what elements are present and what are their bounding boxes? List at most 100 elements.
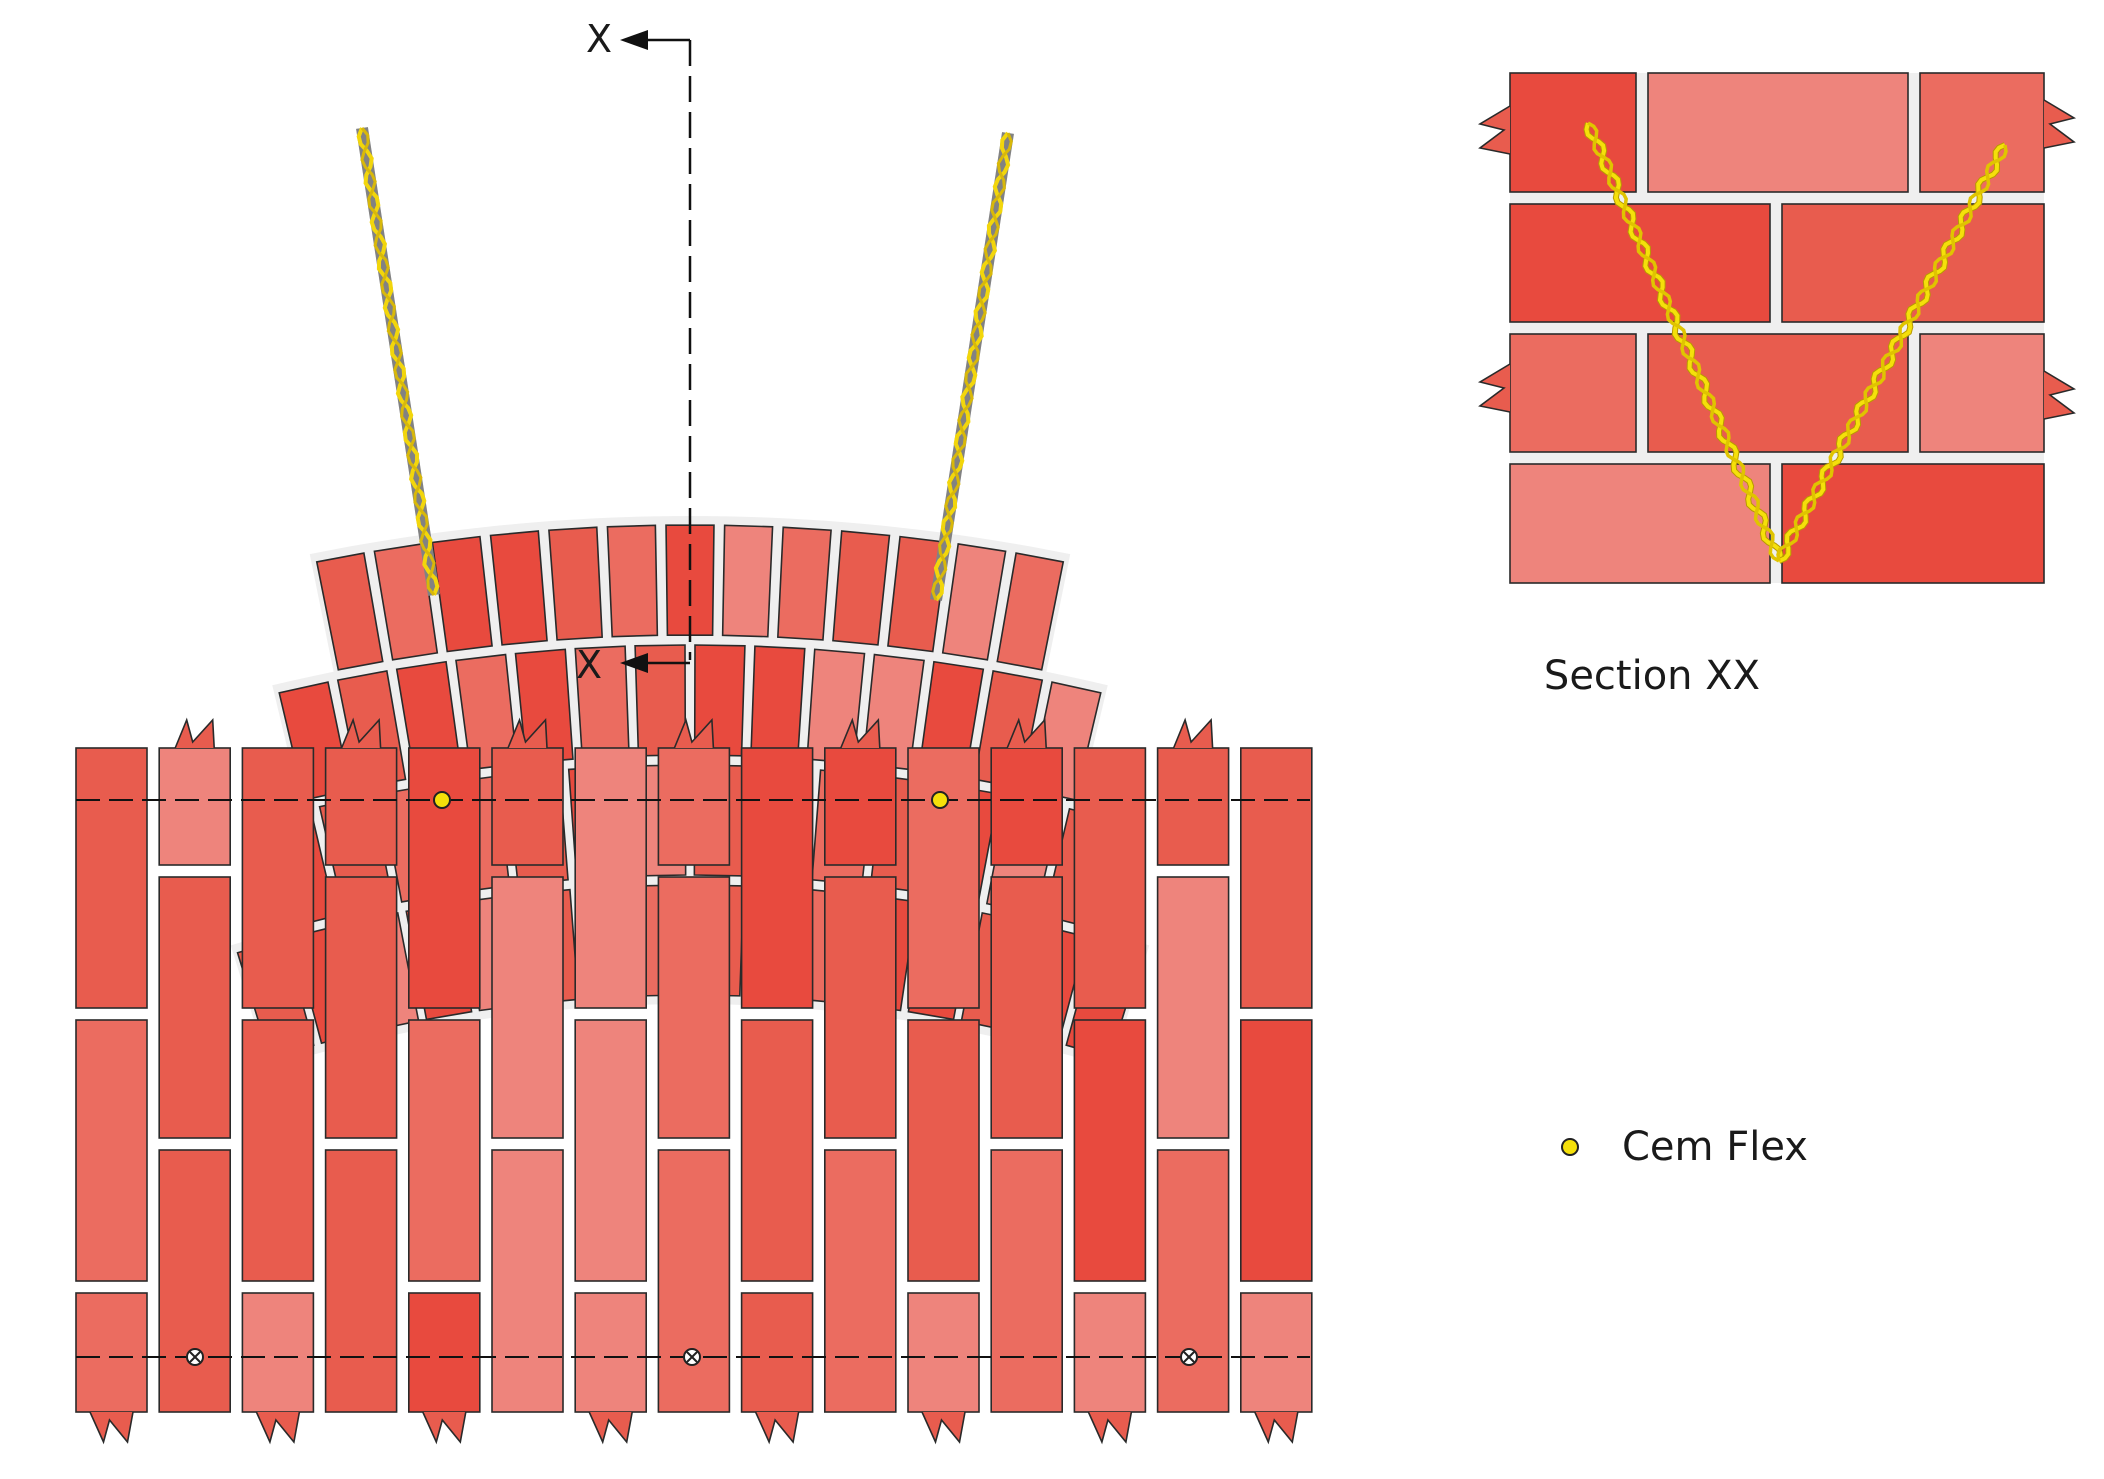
soldier-brick	[158, 876, 231, 1139]
soldier-brick	[324, 747, 398, 866]
soldier-brick	[1073, 1292, 1147, 1413]
break-symbol	[255, 1411, 301, 1445]
soldier-brick	[574, 747, 648, 1009]
break-symbol	[89, 1411, 134, 1445]
helical-bar-right	[930, 131, 1014, 602]
section-marker-bottom: X	[576, 643, 602, 687]
break-symbol	[422, 1411, 467, 1445]
break-symbol	[588, 1411, 633, 1445]
soldier-brick	[158, 1149, 231, 1413]
soldier-brick	[574, 1019, 648, 1282]
soldier-brick	[823, 747, 897, 866]
soldier-brick	[75, 747, 148, 1009]
break-symbol	[340, 717, 382, 749]
soldier-brick	[1073, 747, 1147, 1009]
legend: Cem Flex	[1561, 1124, 1808, 1170]
arch-brick	[489, 530, 548, 646]
cem-flex-marker	[931, 791, 949, 809]
section-brick	[1509, 203, 1771, 323]
break-symbol	[1087, 1411, 1133, 1445]
cem-flex-legend-marker	[1561, 1138, 1579, 1156]
break-symbol	[673, 717, 715, 749]
break-symbol	[1006, 717, 1047, 749]
soldier-brick	[907, 747, 980, 1009]
soldier-brick	[657, 876, 731, 1139]
soldier-brick	[491, 747, 564, 866]
section-brick	[1509, 333, 1637, 453]
arch-brick	[606, 524, 659, 638]
soldier-brick	[990, 747, 1064, 866]
arch-brick	[721, 524, 774, 638]
soldier-brick	[491, 1149, 564, 1413]
soldier-brick	[740, 1292, 814, 1413]
break-symbol	[754, 1411, 800, 1445]
soldier-brick	[324, 876, 398, 1139]
arch-brick	[548, 526, 604, 641]
break-symbol	[507, 717, 548, 749]
section-brick	[1647, 72, 1909, 193]
helical-bars-in-arch	[356, 127, 1014, 602]
break-symbol	[840, 717, 881, 749]
soldier-brick	[407, 1292, 481, 1413]
soldier-brick	[1156, 747, 1230, 866]
break-symbol	[921, 1411, 966, 1445]
soldier-brick	[1156, 1149, 1230, 1413]
break-symbol	[174, 717, 215, 749]
soldier-brick	[574, 1292, 648, 1413]
soldier-brick	[241, 1292, 315, 1413]
soldier-brick	[491, 876, 564, 1139]
arch-brick	[776, 526, 832, 641]
soldier-brick	[740, 747, 814, 1009]
soldier-brick	[907, 1292, 980, 1413]
soldier-brick	[1240, 747, 1313, 1009]
cem-flex-cross-marker	[1180, 1348, 1198, 1366]
soldier-brick	[1240, 1019, 1313, 1282]
soldier-brick	[241, 1019, 315, 1282]
arch-brick	[832, 530, 891, 646]
cem-flex-legend-label: Cem Flex	[1622, 1124, 1808, 1170]
helical-bar-left	[356, 127, 440, 596]
soldier-brick	[1073, 1019, 1147, 1282]
arch-brick	[315, 552, 384, 671]
soldier-brick	[990, 876, 1064, 1139]
break-symbol	[1477, 105, 1511, 155]
break-symbol	[1477, 363, 1511, 413]
section-marker-top: X	[586, 17, 612, 61]
section-xx-wall	[1477, 72, 2077, 584]
soldier-brick	[75, 1292, 148, 1413]
soldier-brick	[907, 1019, 980, 1282]
soldier-brick	[407, 1019, 481, 1282]
section-brick	[1919, 333, 2045, 453]
arch-brick	[750, 645, 806, 760]
soldier-brick	[158, 747, 231, 866]
soldier-brick	[990, 1149, 1064, 1413]
arch-brick	[941, 543, 1007, 661]
section-caption: Section XX	[1544, 653, 1760, 699]
cem-flex-cross-marker	[683, 1348, 701, 1366]
soldier-brick	[407, 747, 481, 1009]
section-brick	[1781, 203, 2045, 323]
section-line-xx: X X	[576, 17, 692, 687]
soldier-brick	[1240, 1292, 1313, 1413]
v-shaped-helical-bar	[1583, 121, 2008, 564]
soldier-brick	[75, 1019, 148, 1282]
cem-flex-cross-marker	[186, 1348, 204, 1366]
soldier-course-elevation	[75, 717, 1313, 1445]
break-symbol	[1254, 1411, 1299, 1445]
soldier-brick	[1156, 876, 1230, 1139]
arch-brick	[996, 552, 1065, 671]
break-symbol	[1172, 717, 1214, 749]
cem-flex-marker	[433, 791, 451, 809]
soldier-brick	[657, 1149, 731, 1413]
break-symbol	[2043, 370, 2077, 420]
soldier-brick	[823, 876, 897, 1139]
soldier-brick	[324, 1149, 398, 1413]
soldier-brick	[823, 1149, 897, 1413]
soldier-brick	[657, 747, 731, 866]
section-arrow-top	[620, 30, 648, 50]
soldier-brick	[740, 1019, 814, 1282]
section-arrow-bottom	[620, 653, 648, 673]
section-brick	[1647, 333, 1909, 453]
soldier-brick	[241, 747, 315, 1009]
